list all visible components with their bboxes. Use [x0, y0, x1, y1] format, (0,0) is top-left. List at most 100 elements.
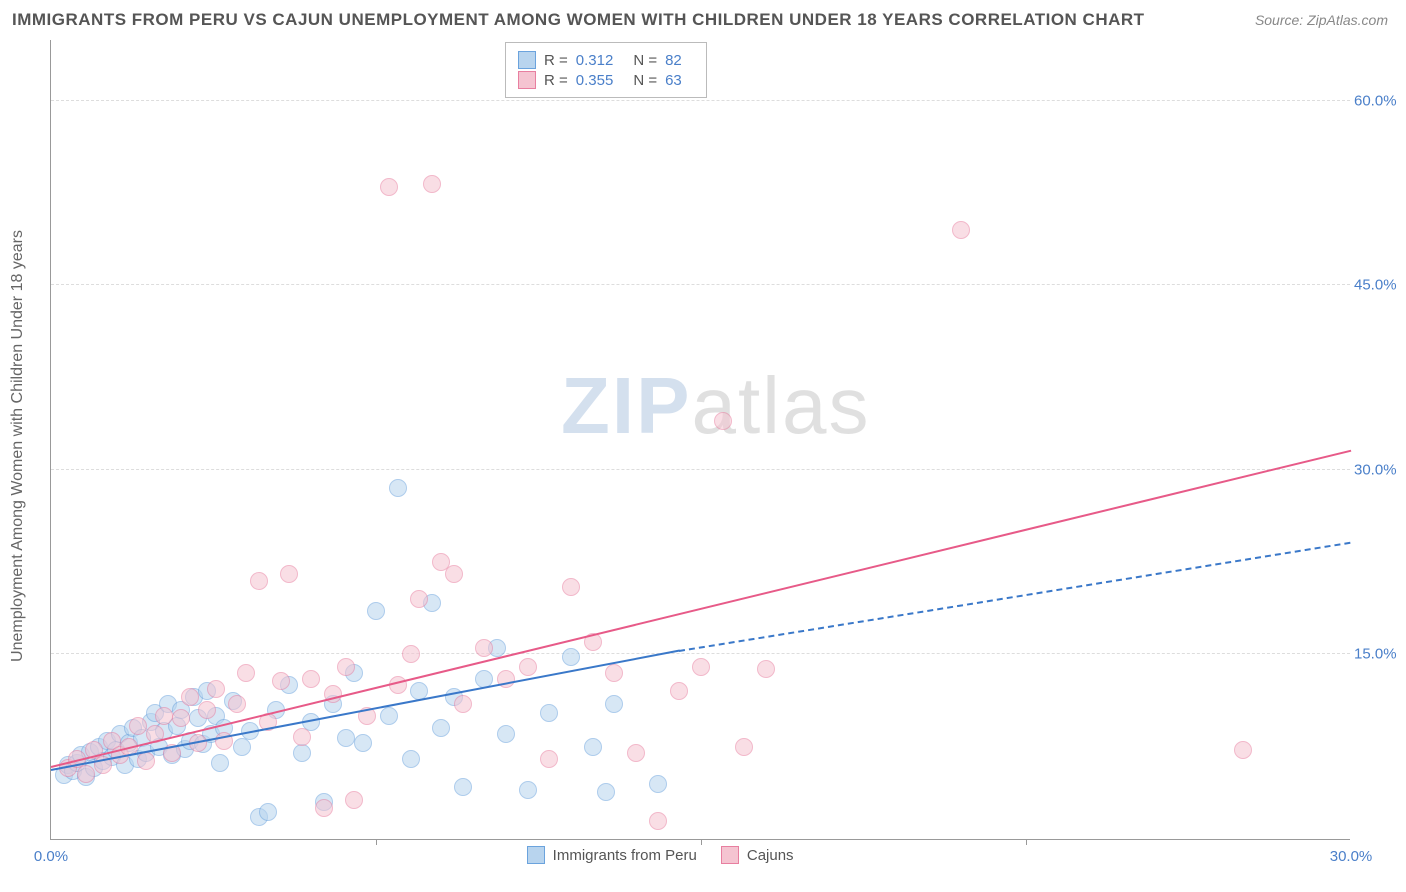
scatter-point — [562, 648, 580, 666]
legend-series-item: Cajuns — [721, 846, 794, 864]
gridline-h — [51, 653, 1350, 654]
legend-n-label: N = — [633, 72, 657, 89]
scatter-point — [198, 701, 216, 719]
y-tick-label: 30.0% — [1354, 461, 1400, 478]
scatter-point — [302, 670, 320, 688]
scatter-point — [1234, 741, 1252, 759]
scatter-point — [423, 175, 441, 193]
y-tick-label: 15.0% — [1354, 646, 1400, 663]
scatter-point — [77, 765, 95, 783]
scatter-point — [584, 738, 602, 756]
scatter-point — [402, 750, 420, 768]
x-tick-minor — [1026, 839, 1027, 845]
scatter-point — [337, 658, 355, 676]
scatter-point — [337, 729, 355, 747]
scatter-point — [129, 717, 147, 735]
y-axis-label: Unemployment Among Women with Children U… — [9, 230, 27, 662]
trend-line — [51, 650, 680, 771]
gridline-h — [51, 284, 1350, 285]
legend-n-value: 63 — [665, 72, 682, 89]
scatter-point — [952, 221, 970, 239]
scatter-point — [250, 572, 268, 590]
scatter-point — [649, 812, 667, 830]
source-label: Source: — [1255, 12, 1303, 28]
scatter-point — [207, 680, 225, 698]
scatter-point — [155, 707, 173, 725]
legend-r-label: R = — [544, 72, 568, 89]
legend-n-label: N = — [633, 52, 657, 69]
scatter-point — [172, 709, 190, 727]
legend-swatch — [518, 71, 536, 89]
watermark-atlas: atlas — [691, 361, 870, 450]
scatter-point — [181, 688, 199, 706]
scatter-point — [389, 479, 407, 497]
legend-series-item: Immigrants from Peru — [527, 846, 697, 864]
scatter-point — [233, 738, 251, 756]
legend-swatch — [721, 846, 739, 864]
scatter-point — [540, 704, 558, 722]
legend-r-value: 0.355 — [576, 72, 614, 89]
legend-swatch — [527, 846, 545, 864]
chart-title: IMMIGRANTS FROM PERU VS CAJUN UNEMPLOYME… — [12, 10, 1145, 30]
scatter-point — [562, 578, 580, 596]
x-tick-minor — [701, 839, 702, 845]
scatter-point — [597, 783, 615, 801]
legend-series: Immigrants from Peru Cajuns — [527, 846, 794, 864]
x-tick-label: 0.0% — [34, 848, 68, 865]
source-attribution: Source: ZipAtlas.com — [1255, 12, 1388, 28]
trend-line — [679, 542, 1351, 652]
scatter-point — [237, 664, 255, 682]
legend-stats: R = 0.312 N = 82 R = 0.355 N = 63 — [505, 42, 707, 98]
scatter-point — [757, 660, 775, 678]
scatter-point — [735, 738, 753, 756]
scatter-point — [605, 695, 623, 713]
scatter-point — [293, 728, 311, 746]
scatter-point — [445, 565, 463, 583]
scatter-point — [380, 178, 398, 196]
x-tick-label: 30.0% — [1330, 848, 1373, 865]
source-value: ZipAtlas.com — [1307, 12, 1388, 28]
scatter-point — [367, 602, 385, 620]
scatter-point — [627, 744, 645, 762]
y-tick-label: 45.0% — [1354, 277, 1400, 294]
legend-series-label: Immigrants from Peru — [553, 847, 697, 864]
scatter-point — [519, 781, 537, 799]
legend-stats-row: R = 0.355 N = 63 — [518, 71, 694, 89]
y-tick-label: 60.0% — [1354, 92, 1400, 109]
scatter-point — [315, 799, 333, 817]
x-tick-minor — [376, 839, 377, 845]
scatter-point — [454, 695, 472, 713]
watermark-zip: ZIP — [561, 361, 691, 450]
legend-stats-row: R = 0.312 N = 82 — [518, 51, 694, 69]
scatter-point — [228, 695, 246, 713]
scatter-point — [272, 672, 290, 690]
scatter-point — [497, 725, 515, 743]
legend-r-value: 0.312 — [576, 52, 614, 69]
legend-swatch — [518, 51, 536, 69]
scatter-point — [605, 664, 623, 682]
scatter-point — [380, 707, 398, 725]
gridline-h — [51, 100, 1350, 101]
scatter-point — [475, 639, 493, 657]
scatter-point — [649, 775, 667, 793]
scatter-point — [354, 734, 372, 752]
legend-series-label: Cajuns — [747, 847, 794, 864]
legend-r-label: R = — [544, 52, 568, 69]
scatter-plot: ZIPatlas 15.0%30.0%45.0%60.0%0.0%30.0% — [50, 40, 1350, 840]
scatter-point — [402, 645, 420, 663]
scatter-point — [345, 791, 363, 809]
trend-line — [51, 449, 1351, 767]
scatter-point — [692, 658, 710, 676]
gridline-h — [51, 469, 1350, 470]
scatter-point — [410, 590, 428, 608]
scatter-point — [519, 658, 537, 676]
scatter-point — [714, 412, 732, 430]
scatter-point — [293, 744, 311, 762]
scatter-point — [259, 803, 277, 821]
scatter-point — [137, 752, 155, 770]
scatter-point — [280, 565, 298, 583]
scatter-point — [454, 778, 472, 796]
legend-n-value: 82 — [665, 52, 682, 69]
scatter-point — [540, 750, 558, 768]
watermark: ZIPatlas — [561, 360, 870, 452]
